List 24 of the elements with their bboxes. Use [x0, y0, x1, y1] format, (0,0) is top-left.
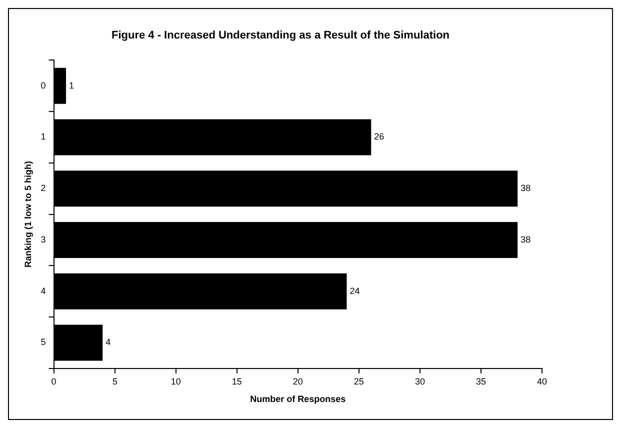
x-tick-label: 0 — [51, 376, 56, 386]
data-label: 38 — [520, 234, 531, 244]
y-tick-label: 1 — [40, 132, 46, 142]
x-tick-label: 20 — [292, 376, 303, 386]
x-tick-label: 25 — [354, 376, 364, 386]
x-axis-title: Number of Responses — [250, 394, 346, 404]
data-label: 26 — [374, 132, 384, 142]
data-label: 1 — [69, 80, 74, 90]
y-tick-label: 4 — [40, 286, 46, 296]
x-tick-label: 30 — [414, 376, 425, 386]
y-tick-label: 5 — [40, 337, 46, 348]
data-label: 38 — [520, 183, 531, 194]
y-tick-label: 2 — [40, 183, 46, 194]
x-tick-label: 40 — [536, 376, 548, 386]
y-tick-label: 3 — [40, 234, 46, 244]
data-label: 24 — [350, 286, 360, 296]
x-tick-label: 5 — [112, 376, 118, 386]
y-tick-label: 0 — [40, 80, 46, 90]
data-label: 4 — [106, 337, 111, 348]
chart-title: Figure 4 - Increased Understanding as a Result of the Simulation — [111, 30, 450, 42]
x-tick-label: 15 — [232, 376, 242, 386]
y-axis-title: Ranking (1 low to 5 high) — [22, 161, 33, 268]
x-tick-label: 10 — [170, 376, 181, 386]
x-tick-label: 35 — [476, 376, 486, 386]
